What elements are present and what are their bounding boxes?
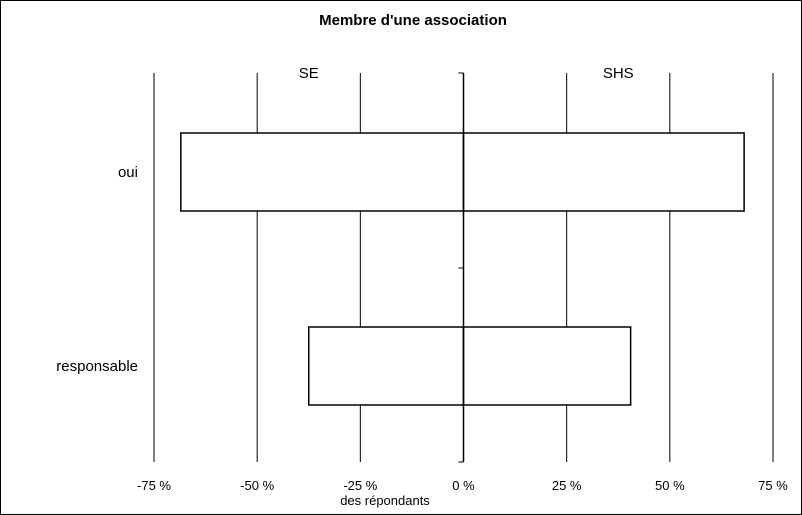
bar-se-responsable — [308, 326, 465, 406]
x-tick-label: 25 % — [552, 478, 582, 493]
category-label-responsable: responsable — [56, 358, 138, 375]
x-tick-label: 0 % — [452, 478, 475, 493]
x-tick-label: 50 % — [655, 478, 685, 493]
bar-se-oui — [180, 132, 465, 212]
x-tick-label: -25 % — [343, 478, 377, 493]
category-label-oui: oui — [118, 164, 138, 181]
x-axis-label: des répondants — [340, 493, 430, 508]
chart-title: Membre d'une association — [319, 12, 507, 29]
x-tick-label: -50 % — [240, 478, 274, 493]
x-tick-label: 75 % — [758, 478, 788, 493]
x-axis-ticks: -75 % -50 % -25 % 0 % 25 % 50 % 75 % — [137, 72, 788, 493]
x-tick-label: -75 % — [137, 478, 171, 493]
bar-shs-oui — [462, 132, 745, 212]
group-label-shs: SHS — [603, 65, 634, 82]
bars — [180, 132, 745, 406]
group-label-se: SE — [299, 65, 319, 82]
bar-shs-responsable — [462, 326, 632, 406]
